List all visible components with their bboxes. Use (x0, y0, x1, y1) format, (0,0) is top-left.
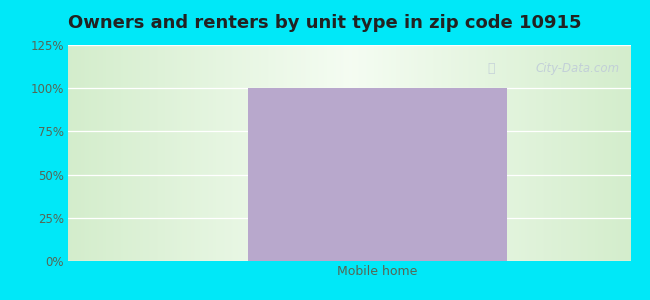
Bar (248, 88, 507, 261)
Text: Owners and renters by unit type in zip code 10915: Owners and renters by unit type in zip c… (68, 14, 582, 32)
Text: ⓘ: ⓘ (487, 62, 495, 75)
Text: City-Data.com: City-Data.com (535, 62, 619, 75)
